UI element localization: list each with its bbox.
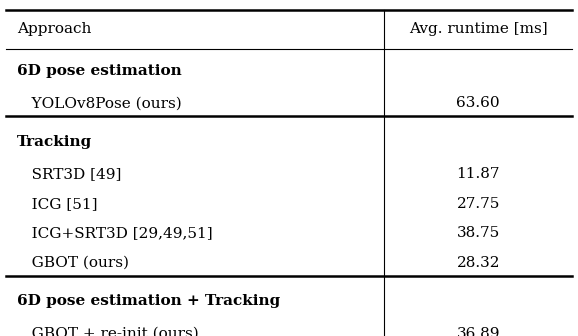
Text: GBOT + re-init (ours): GBOT + re-init (ours) — [17, 327, 199, 336]
Text: 27.75: 27.75 — [457, 197, 500, 211]
Text: 6D pose estimation + Tracking: 6D pose estimation + Tracking — [17, 294, 280, 308]
Text: 36.89: 36.89 — [457, 327, 500, 336]
Text: GBOT (ours): GBOT (ours) — [17, 256, 129, 270]
Text: ICG [51]: ICG [51] — [17, 197, 98, 211]
Text: Approach: Approach — [17, 23, 92, 36]
Text: Tracking: Tracking — [17, 134, 92, 149]
Text: 11.87: 11.87 — [457, 167, 500, 181]
Text: 6D pose estimation: 6D pose estimation — [17, 64, 182, 78]
Text: 38.75: 38.75 — [457, 226, 500, 240]
Text: YOLOv8Pose (ours): YOLOv8Pose (ours) — [17, 96, 182, 110]
Text: 63.60: 63.60 — [457, 96, 500, 110]
Text: Avg. runtime [ms]: Avg. runtime [ms] — [409, 23, 547, 36]
Text: ICG+SRT3D [29,49,51]: ICG+SRT3D [29,49,51] — [17, 226, 213, 240]
Text: 28.32: 28.32 — [457, 256, 500, 270]
Text: SRT3D [49]: SRT3D [49] — [17, 167, 122, 181]
